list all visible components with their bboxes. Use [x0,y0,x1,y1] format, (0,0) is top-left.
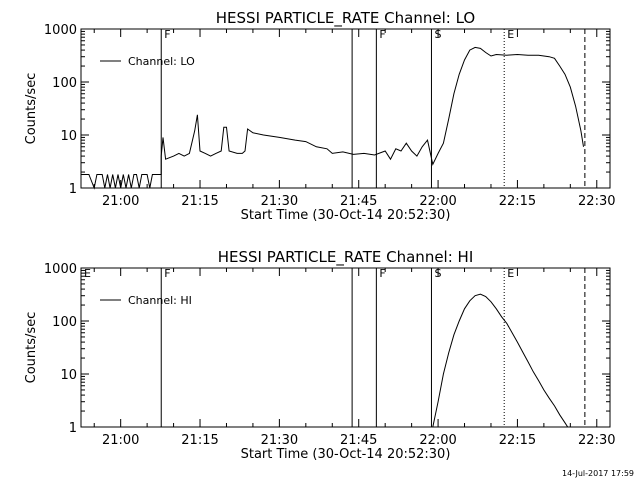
event-marker-label: S [434,28,441,41]
x-tick-label: 22:30 [578,194,615,209]
y-axis-label: Counts/sec [24,312,39,384]
x-tick-label: 22:00 [419,194,456,209]
y-tick-label: 100 [52,76,77,91]
event-marker-label: F [164,267,170,280]
plot-frame [80,267,611,428]
plot-frame [80,28,611,189]
x-tick-label: 21:15 [181,194,218,209]
x-axis-label: Start Time (30-Oct-14 20:52:30) [241,447,451,462]
x-tick-label: 22:00 [419,433,456,448]
hi-channel-panel: HESSI PARTICLE_RATE Channel: HI 1 10 100 100… [24,248,616,462]
event-marker-label: E [84,267,91,280]
x-tick-label: 21:00 [102,194,139,209]
event-marker-label: F [379,267,385,280]
y-tick-label: 1000 [44,23,77,38]
y-tick-label: 1 [69,182,77,197]
x-axis-label: Start Time (30-Oct-14 20:52:30) [241,208,451,223]
event-marker-label: S [434,267,441,280]
series-line [432,293,569,428]
x-tick-label: 22:30 [578,433,615,448]
legend-label: Channel: LO [128,55,195,68]
x-tick-label: 21:30 [261,433,298,448]
event-marker-label: E [507,267,514,280]
legend-label: Channel: HI [128,294,192,307]
event-marker-label: F [379,28,385,41]
footer-date: 14-Jul-2017 17:59 [561,469,634,478]
chart-title: HESSI PARTICLE_RATE Channel: HI [218,248,474,267]
chart-title: HESSI PARTICLE_RATE Channel: LO [216,9,475,28]
y-axis-label: Counts/sec [24,73,39,145]
x-tick-label: 22:15 [499,194,536,209]
x-tick-label: 21:30 [261,194,298,209]
series-line [81,46,584,190]
x-tick-label: 21:45 [340,194,377,209]
x-tick-label: 21:45 [340,433,377,448]
event-marker-label: F [164,28,170,41]
lo-channel-panel: HESSI PARTICLE_RATE Channel: LO 1 10 100 100… [24,9,616,223]
y-tick-label: 1000 [44,262,77,277]
y-tick-label: 10 [60,368,77,383]
y-tick-label: 100 [52,315,77,330]
y-tick-label: 1 [69,421,77,436]
x-tick-label: 21:00 [102,433,139,448]
x-tick-label: 21:15 [181,433,218,448]
x-tick-label: 22:15 [499,433,536,448]
event-marker-label: E [507,28,514,41]
y-tick-label: 10 [60,129,77,144]
